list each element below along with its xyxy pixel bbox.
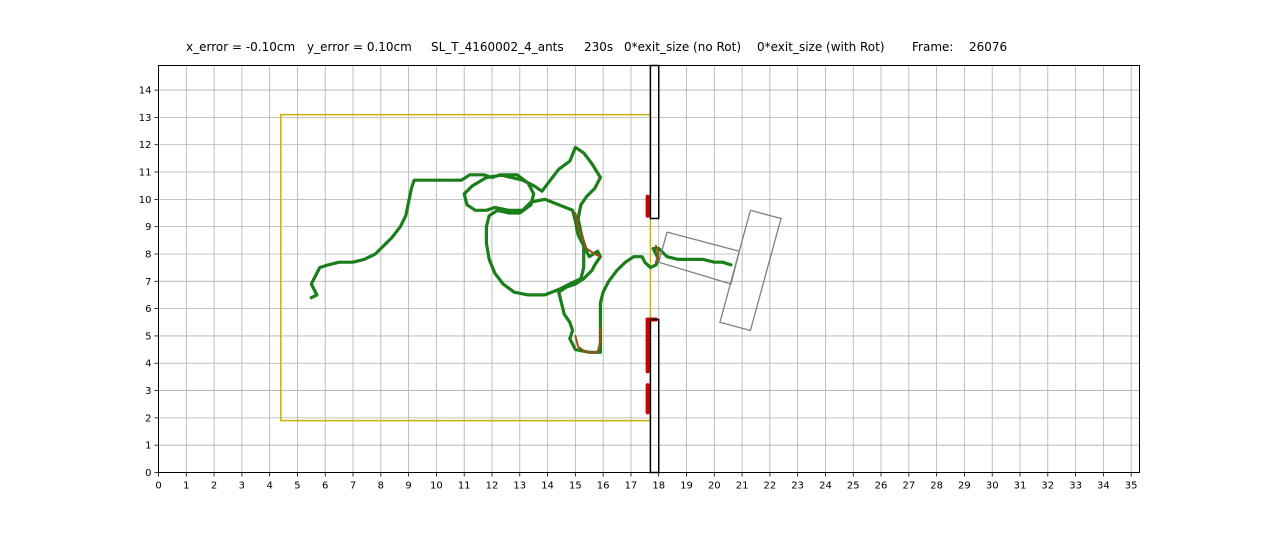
x-tick-label: 22 xyxy=(764,481,777,492)
x-tick-label: 18 xyxy=(652,481,665,492)
x-axis-ticks: 0 1 2 3 4 5 6 7 8 9 10 11 12 13 14 15 16 17 18 19 20 21 22 23 24… xyxy=(155,472,1138,492)
y-tick-label: 14 xyxy=(139,86,152,97)
x-tick-label: 19 xyxy=(680,481,693,492)
x-tick-label: 35 xyxy=(1125,481,1138,492)
plot-frame xyxy=(158,65,1140,473)
x-tick-label: 24 xyxy=(819,481,832,492)
x-tick-label: 26 xyxy=(875,481,888,492)
y-tick-label: 11 xyxy=(139,168,152,179)
trajectory-overlay xyxy=(574,326,602,354)
x-tick-label: 4 xyxy=(266,481,272,492)
x-tick-label: 33 xyxy=(1069,481,1082,492)
x-tick-label: 13 xyxy=(513,481,526,492)
y-tick-label: 4 xyxy=(145,359,151,370)
y-tick-label: 9 xyxy=(145,222,151,233)
y-error-label: y_error = 0.10cm xyxy=(307,40,412,54)
y-tick-label: 3 xyxy=(145,386,151,397)
y-tick-label: 8 xyxy=(145,249,151,260)
walls xyxy=(649,64,660,474)
x-tick-label: 31 xyxy=(1014,481,1027,492)
x-tick-label: 16 xyxy=(597,481,610,492)
x-tick-label: 32 xyxy=(1041,481,1054,492)
trajectory-line xyxy=(309,145,733,354)
x-tick-label: 30 xyxy=(986,481,999,492)
y-tick-label: 12 xyxy=(139,140,152,151)
y-tick-label: 6 xyxy=(145,304,151,315)
trajectory-overlay xyxy=(654,244,660,264)
x-tick-label: 21 xyxy=(736,481,749,492)
x-tick-label: 27 xyxy=(902,481,915,492)
exit-no-rot-label: 0*exit_size (no Rot) xyxy=(624,40,741,54)
x-tick-label: 3 xyxy=(239,481,245,492)
x-tick-label: 6 xyxy=(322,481,328,492)
frame-value: 26076 xyxy=(969,40,1007,54)
x-tick-label: 29 xyxy=(958,481,971,492)
x-tick-label: 14 xyxy=(541,481,554,492)
x-tick-label: 25 xyxy=(847,481,860,492)
x-tick-label: 12 xyxy=(486,481,499,492)
x-tick-label: 5 xyxy=(294,481,300,492)
frame-label: Frame: xyxy=(912,40,953,54)
y-tick-label: 10 xyxy=(139,195,152,206)
y-tick-label: 2 xyxy=(145,413,151,424)
x-tick-label: 10 xyxy=(430,481,443,492)
trajectory-overlay xyxy=(574,212,602,258)
x-tick-label: 28 xyxy=(930,481,943,492)
x-tick-label: 0 xyxy=(155,481,161,492)
time-label: 230s xyxy=(584,40,613,54)
y-tick-label: 5 xyxy=(145,331,151,342)
y-tick-label: 13 xyxy=(139,113,152,124)
x-tick-label: 1 xyxy=(183,481,189,492)
x-tick-label: 11 xyxy=(458,481,471,492)
load-outline xyxy=(719,209,782,332)
load xyxy=(657,209,782,332)
y-tick-label: 7 xyxy=(145,277,151,288)
exit-with-rot-label: 0*exit_size (with Rot) xyxy=(757,40,885,54)
x-tick-label: 9 xyxy=(405,481,411,492)
wall xyxy=(649,318,660,474)
wall xyxy=(649,64,660,220)
x-tick-label: 15 xyxy=(569,481,582,492)
x-tick-label: 2 xyxy=(211,481,217,492)
x-error-label: x_error = -0.10cm xyxy=(186,40,295,54)
run-name-label: SL_T_4160002_4_ants xyxy=(431,40,564,54)
x-tick-label: 8 xyxy=(378,481,384,492)
x-tick-label: 7 xyxy=(350,481,356,492)
x-tick-label: 23 xyxy=(791,481,804,492)
y-tick-label: 0 xyxy=(145,468,151,479)
x-tick-label: 34 xyxy=(1097,481,1110,492)
y-tick-label: 1 xyxy=(145,441,151,452)
trajectory-layer xyxy=(309,145,733,415)
x-tick-label: 17 xyxy=(625,481,638,492)
x-tick-label: 20 xyxy=(708,481,721,492)
